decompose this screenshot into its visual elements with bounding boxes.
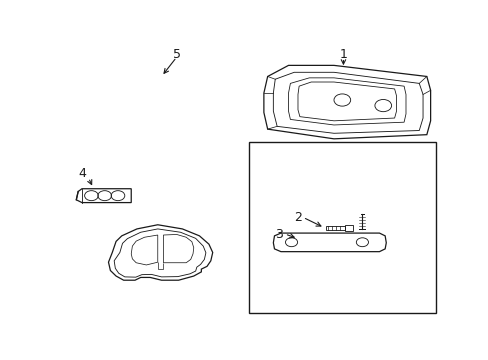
Text: 4: 4 <box>78 167 86 180</box>
Text: 1: 1 <box>339 48 346 61</box>
Text: 2: 2 <box>293 211 301 224</box>
Text: 3: 3 <box>274 228 282 241</box>
Bar <box>248 141 435 314</box>
Text: 5: 5 <box>172 48 181 61</box>
